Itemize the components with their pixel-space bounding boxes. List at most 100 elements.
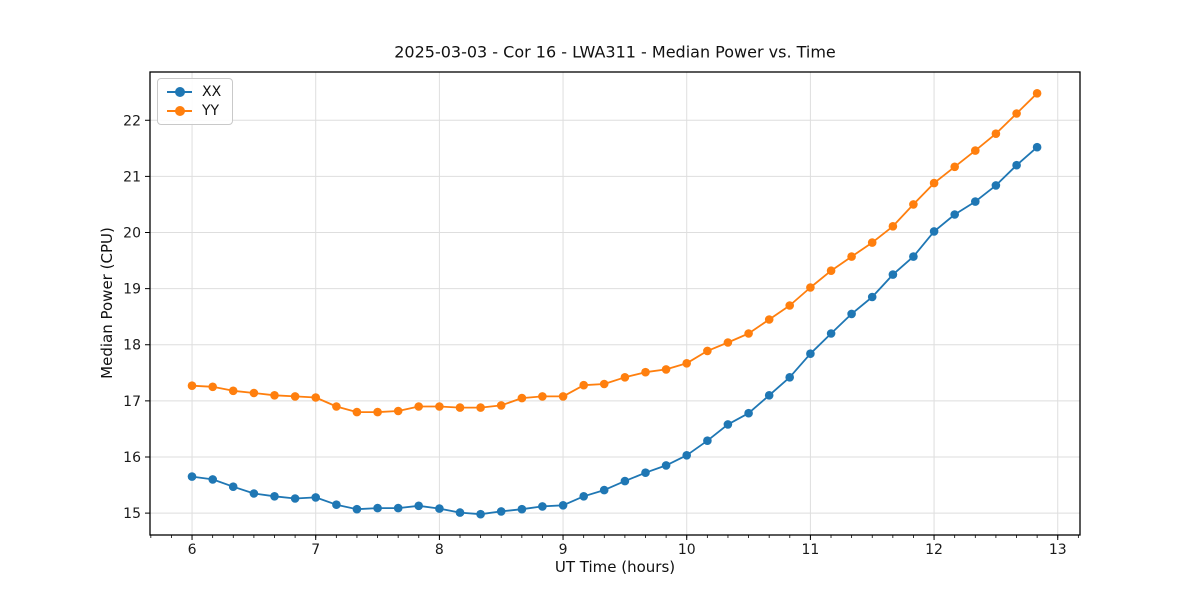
series-yy-point	[435, 402, 444, 411]
series-yy-point	[187, 381, 197, 391]
series-xx-point	[579, 492, 588, 501]
series-xx-point	[558, 501, 568, 510]
series-yy-line	[191, 92, 1038, 414]
y-tick-label: 17	[123, 394, 141, 410]
series-xx-point	[249, 489, 259, 498]
series-yy-point	[579, 380, 588, 390]
series-yy-point	[867, 238, 877, 247]
series-yy-point	[414, 402, 424, 411]
series-yy-point	[909, 200, 918, 209]
legend: XX YY	[157, 78, 234, 125]
series-xx-point	[744, 408, 753, 418]
y-tick-label: 21	[123, 169, 141, 185]
y-axis-label: Median Power (CPU)	[98, 227, 116, 379]
series-yy-point	[352, 407, 362, 417]
series-xx-point	[270, 492, 279, 501]
series-xx-point	[414, 501, 424, 511]
y-tick-label: 15	[123, 506, 141, 522]
series-xx-point	[682, 451, 691, 460]
series-yy-point	[1012, 109, 1021, 118]
series-xx-point	[888, 270, 898, 279]
y-tick-label: 22	[123, 113, 141, 129]
series-yy-point	[971, 146, 980, 155]
series-xx-point	[538, 502, 547, 511]
series-xx-point	[393, 503, 403, 513]
series-xx-point	[929, 227, 939, 236]
series-yy-point	[332, 402, 341, 411]
x-tick-label: 9	[559, 542, 568, 558]
series-yy-point	[764, 315, 774, 324]
series-xx-marker-icon	[167, 87, 192, 97]
series-xx-point	[867, 292, 877, 302]
series-yy-point	[270, 391, 279, 400]
series-yy-point	[929, 178, 939, 188]
plot-border	[149, 71, 1081, 536]
series-yy-point	[641, 367, 650, 377]
legend-label-yy: YY	[202, 103, 220, 119]
x-tick-label: 6	[188, 542, 197, 558]
series-xx-point	[971, 197, 980, 206]
legend-item-yy: YY	[167, 104, 221, 118]
series-xx-point	[352, 504, 362, 514]
series-yy-point	[476, 403, 485, 412]
series-xx-point	[517, 504, 527, 514]
series-yy-point	[703, 346, 712, 356]
series-yy-point	[785, 301, 794, 310]
y-tick-label: 16	[123, 450, 141, 466]
series-yy-point	[888, 222, 898, 231]
series-yy-point	[228, 386, 238, 396]
series-xx-point	[1032, 142, 1042, 152]
series-yy-point	[208, 382, 217, 392]
y-tick-label: 20	[123, 226, 141, 242]
series-yy-point	[682, 359, 691, 368]
series-xx-point	[826, 329, 836, 338]
series-yy-point	[826, 266, 836, 276]
y-tick-label: 18	[123, 338, 141, 354]
series-xx-point	[455, 508, 465, 517]
series-xx-point	[290, 494, 300, 503]
x-tick-label: 11	[801, 542, 819, 558]
series-yy-point	[249, 388, 259, 398]
series-yy-point	[661, 365, 671, 374]
series-yy-point	[538, 392, 547, 401]
series-xx-point	[187, 472, 197, 481]
x-tick-label: 13	[1049, 542, 1067, 558]
series-yy-point	[723, 338, 733, 347]
series-xx-point	[311, 493, 321, 502]
legend-item-xx: XX	[167, 85, 221, 99]
series-yy-point	[744, 329, 753, 338]
series-xx-point	[476, 509, 485, 519]
series-yy-point	[847, 252, 856, 261]
series-yy-point	[290, 392, 300, 401]
series-xx-point	[641, 468, 650, 478]
x-tick-label: 10	[678, 542, 696, 558]
series-xx-point	[1012, 160, 1021, 170]
series-yy-point	[991, 129, 1001, 138]
legend-label-xx: XX	[202, 84, 222, 100]
series-xx-point	[373, 503, 382, 513]
series-xx-point	[764, 391, 774, 400]
series-yy-point	[950, 162, 959, 172]
chart-title: 2025-03-03 - Cor 16 - LWA311 - Median Po…	[394, 42, 836, 62]
series-xx-point	[703, 436, 712, 446]
series-xx-point	[723, 420, 733, 429]
x-tick-label: 12	[925, 542, 943, 558]
series-yy-point	[599, 379, 609, 389]
series-xx-point	[599, 485, 609, 495]
series-yy-point	[311, 393, 321, 402]
series-xx-point	[785, 373, 794, 382]
series-xx-point	[208, 475, 217, 484]
series-xx-point	[620, 476, 630, 486]
series-xx-point	[950, 210, 959, 219]
series-yy-point	[620, 373, 630, 382]
series-xx-point	[228, 482, 238, 492]
series-xx-point	[496, 507, 506, 516]
series-xx-point	[661, 461, 671, 470]
series-xx-point	[806, 349, 815, 359]
series-xx-point	[909, 252, 918, 261]
series-yy-point	[455, 403, 465, 412]
x-tick-label: 7	[311, 542, 320, 558]
series-yy-point	[806, 283, 815, 292]
